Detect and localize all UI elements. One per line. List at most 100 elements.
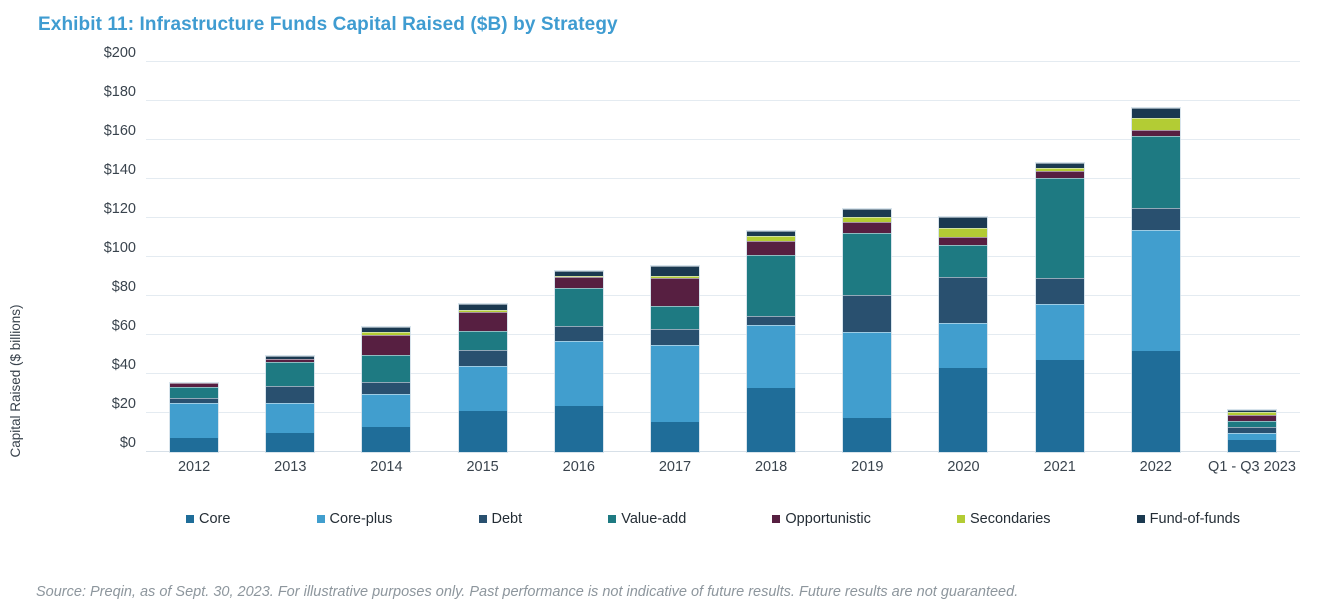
bar-segment-fund-of-funds [1131, 107, 1180, 118]
bar-segment-opportunistic [939, 236, 988, 246]
x-axis-label: 2019 [851, 459, 884, 475]
bar-segment-secondaries [1035, 168, 1084, 172]
bar-segment-debt [843, 295, 892, 333]
gridline [146, 256, 1300, 257]
bar-segment-value-add [1227, 420, 1276, 427]
bar-segment-fund-of-funds [362, 327, 411, 333]
bar-segment-debt [1035, 277, 1084, 304]
bar-segment-core [554, 406, 603, 452]
bar-2013 [265, 355, 316, 453]
bar-column [242, 62, 338, 453]
bar-segment-opportunistic [747, 241, 796, 256]
bar-2022 [1130, 106, 1181, 454]
legend-item-fund-of-funds: Fund-of-funds [1136, 511, 1240, 527]
bar-segment-fund-of-funds [843, 209, 892, 218]
bar-segment-core-plus [1227, 432, 1276, 441]
bar-segment-secondaries [458, 309, 507, 312]
y-axis-ticks: $0 $20 $40 $60 $80 $100 $120 $140 $160 $180 $200 [72, 45, 146, 452]
bar-column [723, 62, 819, 454]
source-note: Source: Preqin, as of Sept. 30, 2023. Fo… [36, 584, 1019, 600]
bar-segment-core [1035, 360, 1084, 452]
legend-swatch-icon [956, 515, 965, 523]
legend-item-core: Core [186, 511, 230, 527]
legend-label: Fund-of-funds [1149, 511, 1240, 527]
legend-swatch-icon [608, 515, 617, 523]
bar-segment-fund-of-funds [747, 230, 796, 236]
x-axis-label: 2014 [370, 459, 403, 475]
bar-2014 [361, 326, 412, 453]
bar-column [627, 62, 723, 454]
bar-segment-secondaries [843, 217, 892, 222]
bar-segment-core [843, 417, 892, 452]
bar-2019 [842, 208, 893, 453]
bar-segment-value-add [458, 331, 507, 350]
bar-2012 [169, 381, 220, 454]
y-tick-label: $140 [103, 162, 136, 178]
legend-label: Secondaries [969, 511, 1051, 527]
bar-segment-core [362, 426, 411, 452]
bar-segment-core [170, 438, 219, 452]
bar-segment-secondaries [1131, 117, 1180, 131]
bar-segment-core [650, 421, 699, 452]
bar-column [435, 62, 531, 454]
bar-segment-core-plus [554, 340, 603, 407]
x-axis-baseline [146, 451, 1300, 452]
bar-segment-value-add [554, 288, 603, 327]
bar-segment-fund-of-funds [1035, 163, 1084, 169]
bar-segment-fund-of-funds [266, 356, 315, 360]
legend-label: Value-add [621, 511, 687, 527]
bar-2017 [649, 264, 700, 454]
bar-segment-fund-of-funds [650, 265, 699, 276]
bar-segment-opportunistic [1227, 414, 1276, 421]
bar-segment-value-add [362, 354, 411, 382]
bar-segment-opportunistic [1131, 130, 1180, 137]
legend-label: Core-plus [329, 511, 393, 527]
bar-column [1108, 62, 1204, 454]
bar-2020 [938, 216, 989, 453]
bar-segment-core-plus [650, 344, 699, 422]
y-tick-label: $0 [119, 435, 136, 451]
bar-segment-core [1131, 350, 1180, 452]
x-axis-label: Q1 - Q3 2023 [1208, 459, 1296, 475]
bar-segment-opportunistic [554, 276, 603, 289]
bar-segment-core [266, 432, 315, 452]
y-tick-label: $160 [103, 123, 136, 139]
legend-label: Opportunistic [785, 511, 871, 527]
gridline [146, 139, 1300, 140]
bar-segment-opportunistic [650, 278, 699, 306]
plot-area [146, 61, 1300, 454]
x-axis-label: 2022 [1139, 459, 1172, 475]
bar-segment-core-plus [747, 325, 796, 388]
bar-column [915, 62, 1011, 453]
bar-segment-value-add [939, 245, 988, 277]
x-axis-label: 2012 [177, 459, 211, 475]
bar-2016 [553, 269, 604, 454]
bar-segment-debt [458, 349, 507, 367]
y-tick-label: $40 [111, 357, 136, 373]
legend-item-value-add: Value-add [608, 511, 686, 527]
bar-segment-fund-of-funds [458, 303, 507, 310]
bar-segment-debt [170, 398, 219, 404]
bar-segment-debt [939, 276, 988, 324]
bar-segment-fund-of-funds [939, 217, 988, 228]
bar-segment-value-add [1131, 136, 1180, 209]
bar-segment-value-add [170, 386, 219, 399]
bar-segment-debt [554, 326, 603, 341]
bar-segment-value-add [266, 362, 315, 386]
bar-segment-core-plus [266, 403, 315, 433]
bar-segment-opportunistic [266, 359, 315, 363]
x-axis-label: 2018 [754, 459, 788, 475]
bar-segment-debt [266, 385, 315, 404]
x-axis-label: 2021 [1043, 459, 1076, 475]
bar-segment-secondaries [554, 275, 603, 277]
gridline [146, 100, 1300, 101]
bar-segment-value-add [843, 232, 892, 296]
bar-segment-core-plus [170, 403, 219, 439]
legend-swatch-icon [772, 515, 781, 523]
bar-column [1204, 62, 1300, 453]
bar-2018 [746, 229, 797, 454]
gridline [146, 412, 1300, 413]
bar-column [338, 62, 434, 453]
legend-item-core-plus: Core-plus [316, 511, 393, 527]
gridline [146, 295, 1300, 296]
